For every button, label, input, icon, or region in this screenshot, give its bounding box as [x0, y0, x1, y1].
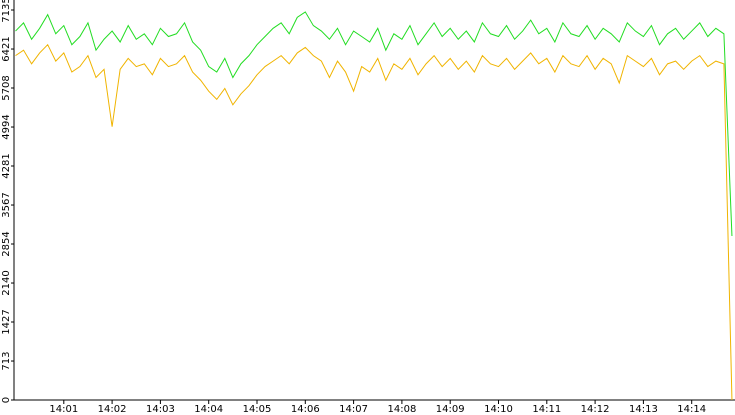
y-tick-label: 5708	[1, 75, 12, 100]
x-tick-label: 14:11	[532, 404, 561, 415]
x-tick-label: 14:12	[581, 404, 610, 415]
y-tick-label: 713	[1, 351, 12, 370]
series-line	[15, 11, 733, 237]
x-tick-label: 14:13	[629, 404, 658, 415]
x-tick-label: 14:03	[146, 404, 175, 415]
y-tick-label: 4281	[1, 153, 12, 178]
y-tick-label: 4994	[1, 114, 12, 139]
y-tick-label: 7135	[1, 0, 12, 23]
y-tick-label: 2140	[1, 270, 12, 295]
y-tick-label: 0	[1, 397, 12, 403]
x-tick-label: 14:09	[436, 404, 465, 415]
x-tick-label: 14:06	[291, 404, 320, 415]
x-tick-label: 14:04	[194, 404, 223, 415]
series-line	[15, 43, 733, 401]
y-tick-label: 3567	[1, 192, 12, 217]
x-tick-label: 14:14	[677, 404, 706, 415]
y-tick-label: 6421	[1, 36, 12, 61]
y-tick-label: 1427	[1, 309, 12, 334]
x-tick-label: 14:07	[339, 404, 368, 415]
x-tick-label: 14:05	[243, 404, 272, 415]
y-tick-label: 2854	[1, 231, 12, 256]
x-tick-label: 14:10	[484, 404, 513, 415]
x-tick-label: 14:02	[98, 404, 127, 415]
x-tick-label: 14:08	[387, 404, 416, 415]
x-tick-label: 14:01	[49, 404, 78, 415]
